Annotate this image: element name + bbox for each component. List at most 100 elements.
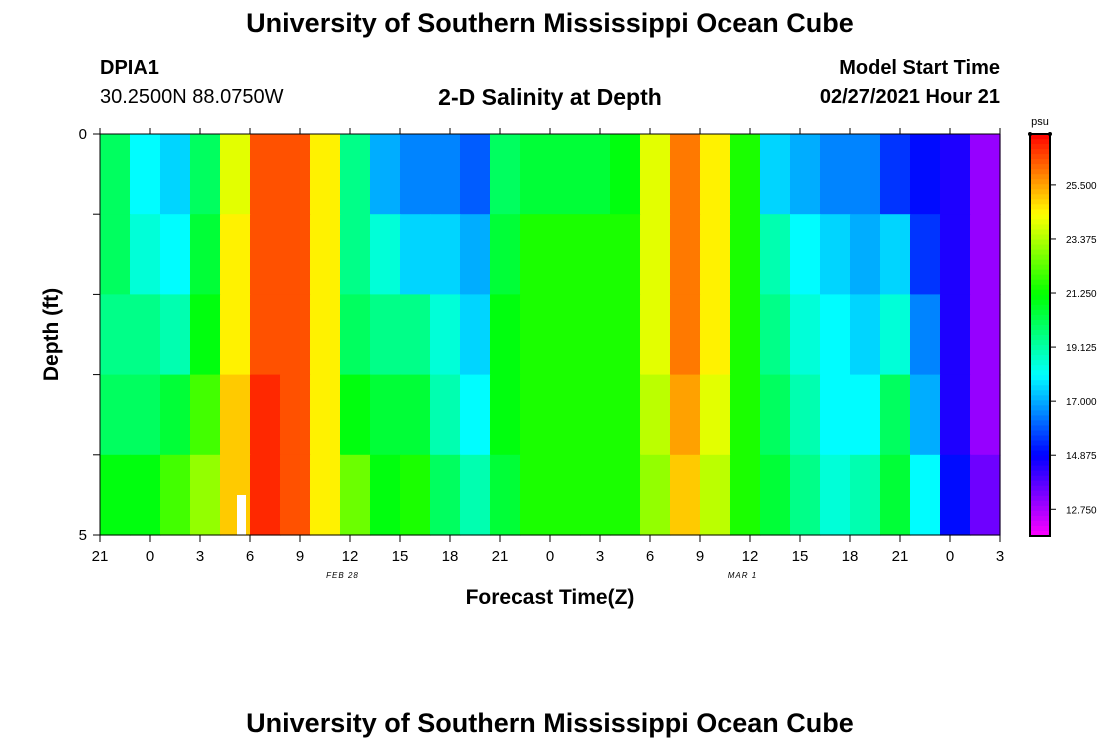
- colorbar-band: [1030, 169, 1050, 175]
- colorbar-band: [1030, 274, 1050, 281]
- colorbar-band: [1030, 174, 1050, 180]
- heatmap-cell: [820, 374, 851, 456]
- heatmap-cell: [520, 214, 551, 295]
- heatmap-cell: [760, 454, 791, 536]
- heatmap-cell: [790, 294, 821, 376]
- heatmap-cell: [460, 374, 491, 456]
- heatmap-cell: [400, 374, 431, 456]
- heatmap-cell: [370, 134, 401, 215]
- colorbar-band: [1030, 435, 1050, 442]
- colorbar-band: [1030, 485, 1050, 492]
- colorbar-band: [1030, 154, 1050, 160]
- colorbar-band: [1030, 329, 1050, 336]
- colorbar-band: [1030, 139, 1050, 145]
- heatmap-cell: [310, 374, 341, 456]
- heatmap-cell: [580, 134, 611, 215]
- colorbar-band: [1030, 365, 1050, 371]
- y-tick-label: 5: [79, 527, 87, 544]
- heatmap-cell: [670, 294, 701, 376]
- x-tick-label: 6: [246, 548, 254, 565]
- x-axis-title: Forecast Time(Z): [466, 586, 635, 609]
- heatmap-cell: [970, 214, 1001, 295]
- heatmap-cell: [910, 374, 941, 456]
- heatmap-cell: [910, 134, 941, 215]
- colorbar-band: [1030, 470, 1050, 477]
- heatmap-cell: [340, 454, 371, 536]
- colorbar-band: [1030, 345, 1050, 351]
- heatmap-cell: [220, 214, 251, 295]
- heatmap-cell: [490, 374, 521, 456]
- heatmap-cell: [730, 214, 761, 295]
- colorbar-tick-label: 14.875: [1066, 451, 1097, 462]
- heatmap-cell: [220, 294, 251, 376]
- heatmap-cell: [610, 294, 641, 376]
- heatmap-cell: [310, 134, 341, 215]
- colorbar-band: [1030, 360, 1050, 366]
- colorbar-band: [1030, 355, 1050, 361]
- heatmap-cell: [550, 294, 581, 376]
- colorbar-band: [1030, 490, 1050, 497]
- heatmap-cell: [670, 134, 701, 215]
- page-title: University of Southern Mississippi Ocean…: [246, 8, 854, 38]
- colorbar-band: [1030, 400, 1050, 406]
- colorbar-band: [1030, 289, 1050, 296]
- colorbar-band: [1030, 204, 1050, 210]
- heatmap-cell: [310, 294, 341, 376]
- heatmap-cell: [370, 214, 401, 295]
- heatmap-cell: [700, 454, 731, 536]
- heatmap-cell: [820, 294, 851, 376]
- heatmap-cell: [490, 134, 521, 215]
- colorbar-band: [1030, 480, 1050, 487]
- heatmap-cell: [790, 214, 821, 295]
- colorbar-band: [1030, 239, 1050, 246]
- heatmap-cell: [460, 294, 491, 376]
- heatmap-cell: [730, 454, 761, 536]
- colorbar-band: [1030, 224, 1050, 231]
- colorbar-band: [1030, 209, 1050, 216]
- heatmap-cell: [100, 374, 131, 456]
- colorbar-band: [1030, 149, 1050, 155]
- colorbar-band: [1030, 214, 1050, 221]
- heatmap-cell: [880, 374, 911, 456]
- colorbar-band: [1030, 375, 1050, 381]
- colorbar-band: [1030, 510, 1050, 517]
- heatmap-cell: [250, 454, 281, 536]
- heatmap-cell: [910, 454, 941, 536]
- heatmap-cell: [550, 454, 581, 536]
- colorbar-band: [1030, 430, 1050, 437]
- colorbar-band: [1030, 340, 1050, 346]
- heatmap-cell: [850, 454, 881, 536]
- colorbar-band: [1030, 249, 1050, 256]
- heatmap-cell: [970, 454, 1001, 536]
- x-tick-label: 12: [342, 548, 359, 565]
- colorbar-band: [1030, 134, 1050, 140]
- heatmap-cell: [280, 374, 311, 456]
- heatmap-cell: [550, 374, 581, 456]
- heatmap-cell: [400, 294, 431, 376]
- colorbar-band: [1030, 350, 1050, 356]
- colorbar-band: [1030, 465, 1050, 472]
- heatmap-cell: [700, 134, 731, 215]
- colorbar-band: [1030, 505, 1050, 512]
- heatmap-cell: [580, 454, 611, 536]
- heatmap-cell: [940, 374, 971, 456]
- colorbar-tick-label: 21.250: [1066, 289, 1097, 300]
- y-tick-label: 0: [79, 126, 87, 143]
- colorbar-band: [1030, 445, 1050, 452]
- date-label: FEB 28: [326, 571, 359, 580]
- heatmap-cell: [280, 294, 311, 376]
- heatmap-cell: [850, 374, 881, 456]
- heatmap-cell: [250, 294, 281, 376]
- heatmap-cell: [370, 454, 401, 536]
- colorbar-tick-label: 19.125: [1066, 343, 1097, 354]
- x-tick-label: 0: [946, 548, 954, 565]
- heatmap-cell: [490, 294, 521, 376]
- heatmap-cell: [160, 374, 191, 456]
- x-tick-label: 12: [742, 548, 759, 565]
- x-tick-label: 9: [696, 548, 704, 565]
- heatmap-cell: [940, 294, 971, 376]
- heatmap-cell: [670, 454, 701, 536]
- heatmap-cell: [910, 294, 941, 376]
- x-tick-label: 15: [792, 548, 809, 565]
- heatmap-cell: [700, 374, 731, 456]
